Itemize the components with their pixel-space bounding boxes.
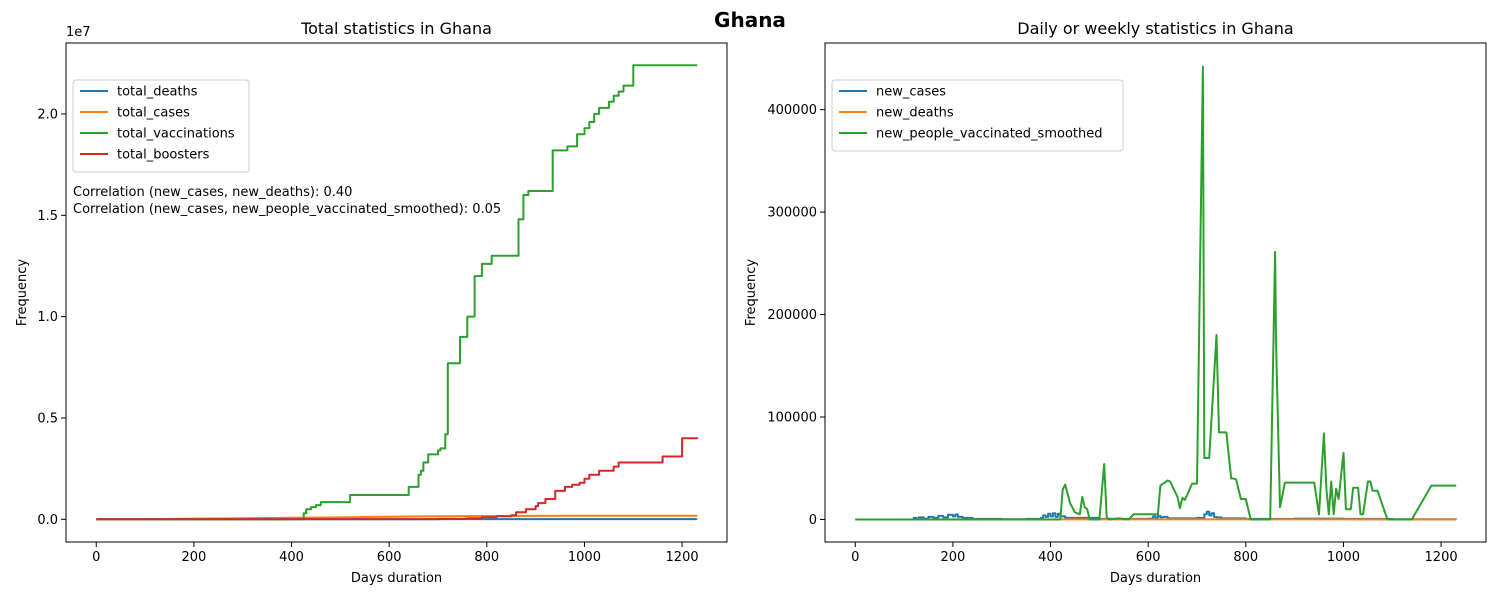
x-tick-label: 200 [181, 550, 206, 565]
y-tick-label: 1.5 [37, 209, 58, 224]
x-tick-label: 1000 [1327, 550, 1360, 565]
series-line-new-cases [855, 510, 1458, 521]
x-tick-label: 1200 [666, 550, 699, 565]
legend-label-total-vaccinations: total_vaccinations [117, 127, 235, 142]
legend-label-new-people-vaccinated-smoothed: new_people_vaccinated_smoothed [876, 127, 1102, 142]
y-tick-label: 200000 [767, 308, 817, 323]
x-axis-label: Days duration [351, 571, 442, 586]
x-tick-label: 0 [92, 550, 100, 565]
y-offset-label: 1e7 [66, 25, 91, 40]
x-tick-label: 400 [1038, 550, 1063, 565]
y-tick-label: 100000 [767, 410, 817, 425]
y-axis-label: Frequency [744, 259, 759, 326]
legend-label-new-cases: new_cases [876, 85, 946, 100]
figure-title: Ghana [714, 8, 786, 32]
x-tick-label: 600 [377, 550, 402, 565]
plot-area [96, 64, 699, 521]
x-tick-label: 1200 [1425, 550, 1458, 565]
legend-box [72, 79, 250, 173]
x-tick-label: 600 [1136, 550, 1161, 565]
legend-box [831, 79, 1124, 152]
y-tick-label: 400000 [767, 103, 817, 118]
y-tick-label: 0 [809, 513, 817, 528]
y-tick-label: 2.0 [37, 107, 58, 122]
plot-area [855, 65, 1458, 521]
y-tick-label: 300000 [767, 206, 817, 221]
y-tick-label: 0.5 [37, 411, 58, 426]
legend-label-total-cases: total_cases [117, 106, 190, 121]
x-tick-label: 800 [474, 550, 499, 565]
legend: new_cases new_deaths new_people_vaccinated… [831, 79, 1124, 152]
legend: total_deaths total_cases total_vaccination… [72, 79, 250, 173]
y-tick-label: 1.0 [37, 310, 58, 325]
correlation-annotation: Correlation (new_cases, new_deaths): 0.4… [73, 185, 352, 200]
chart-title: Daily or weekly statistics in Ghana [1017, 19, 1293, 38]
series-line-total-boosters [96, 437, 699, 521]
chart-panel-1: Total statistics in Ghana 0 200 400 600 800 10… [15, 19, 728, 586]
chart-panel-2: Daily or weekly statistics in Ghana 0 200 4… [744, 19, 1487, 586]
y-axis-label: Frequency [15, 259, 30, 326]
y-tick-label: 0.0 [37, 513, 58, 528]
x-tick-label: 1000 [568, 550, 601, 565]
series-line-total-vaccinations [96, 64, 698, 521]
legend-label-total-deaths: total_deaths [117, 85, 198, 100]
x-tick-label: 200 [940, 550, 965, 565]
x-tick-label: 400 [279, 550, 304, 565]
axes-frame [65, 42, 728, 543]
x-axis-label: Days duration [1110, 571, 1201, 586]
correlation-annotation: Correlation (new_cases, new_people_vacci… [73, 202, 501, 217]
chart-title: Total statistics in Ghana [300, 19, 492, 38]
x-tick-label: 0 [851, 550, 859, 565]
axes-frame [824, 42, 1487, 543]
legend-label-total-boosters: total_boosters [117, 148, 210, 163]
x-tick-label: 800 [1233, 550, 1258, 565]
series-line-new-people-vaccinated-smoothed [855, 65, 1457, 521]
legend-label-new-deaths: new_deaths [876, 106, 954, 121]
